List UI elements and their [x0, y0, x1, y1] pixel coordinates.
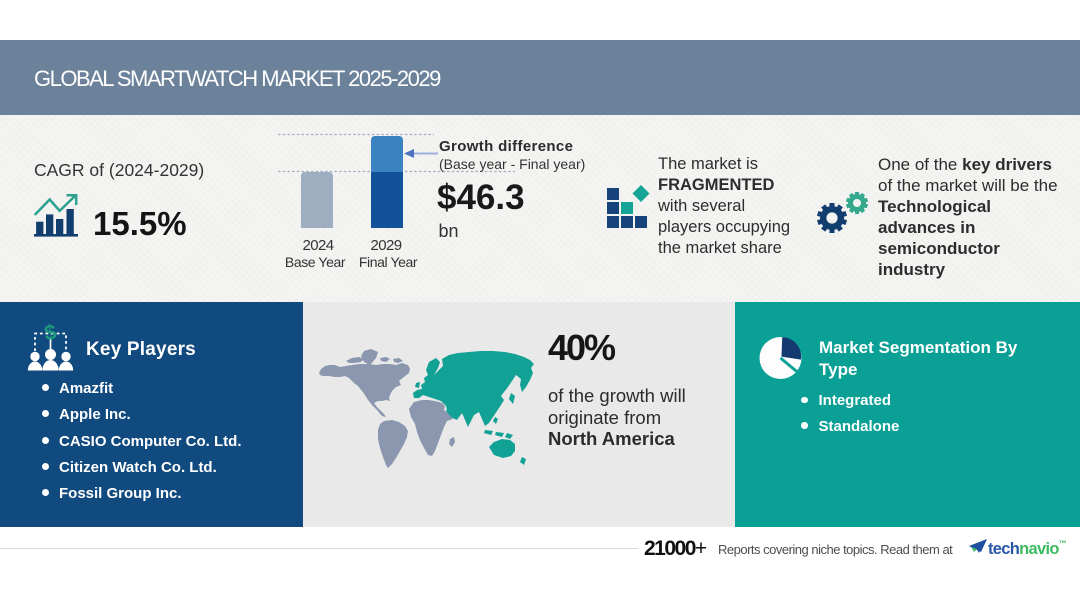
svg-text:$: $ [43, 321, 59, 346]
